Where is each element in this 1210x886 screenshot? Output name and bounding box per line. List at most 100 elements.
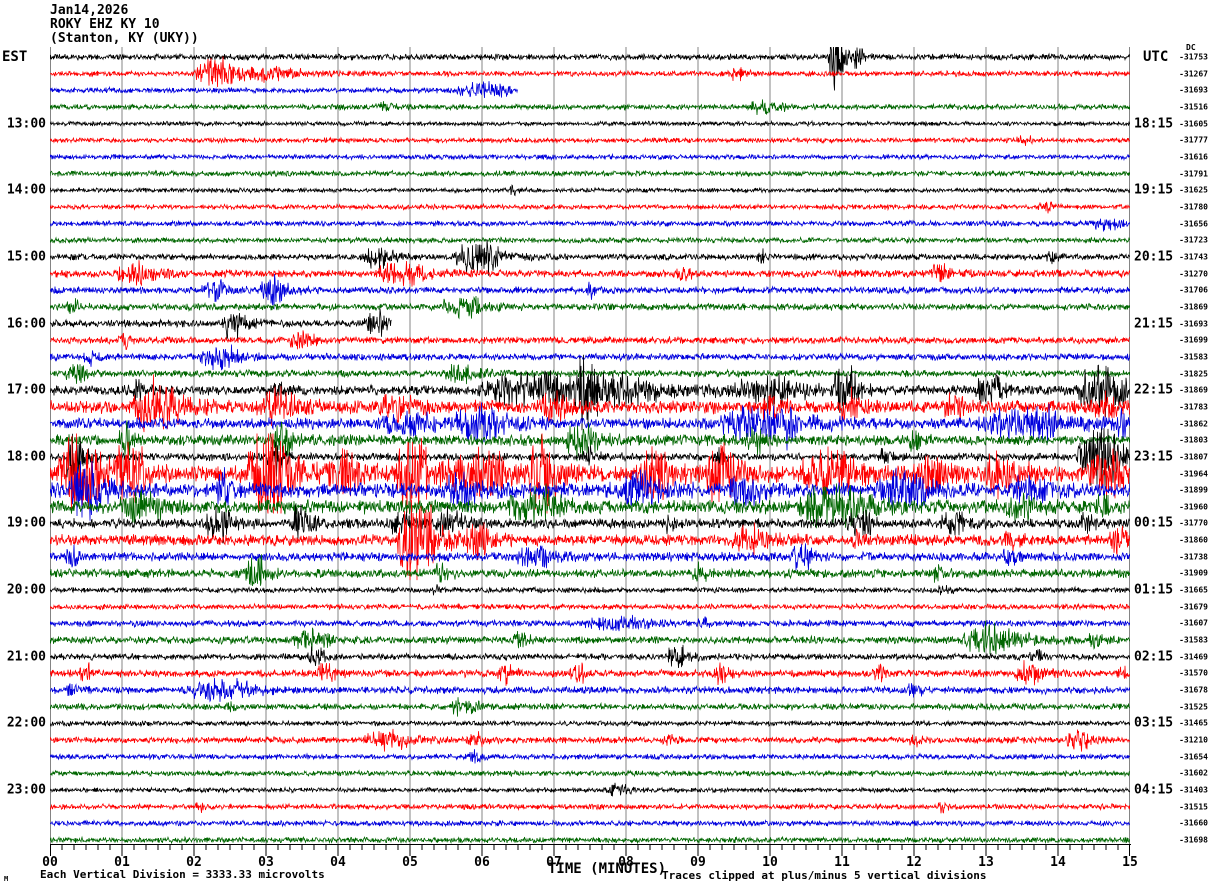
trace-dc-value: -31960 bbox=[1179, 502, 1208, 512]
seismogram-trace bbox=[50, 602, 1130, 612]
trace-dc-value: -31862 bbox=[1179, 419, 1208, 429]
x-axis-title: TIME (MINUTES) bbox=[548, 861, 667, 877]
seismogram-trace bbox=[50, 543, 1130, 571]
trace-dc-value: -31656 bbox=[1179, 219, 1208, 229]
trace-dc-value: -31616 bbox=[1179, 152, 1208, 162]
seismogram-trace bbox=[50, 504, 1130, 544]
time-axis-tick-label: 13 bbox=[978, 855, 994, 870]
trace-dc-value: -31780 bbox=[1179, 202, 1208, 212]
seismogram-trace bbox=[50, 660, 1130, 686]
trace-dc-value: -31698 bbox=[1179, 835, 1208, 845]
utc-hour-label: 18:15 bbox=[1134, 116, 1174, 132]
trace-dc-value: -31899 bbox=[1179, 485, 1208, 495]
est-hour-label: 21:00 bbox=[6, 649, 46, 665]
trace-dc-value: -31583 bbox=[1179, 635, 1208, 645]
trace-dc-value: -31515 bbox=[1179, 802, 1208, 812]
trace-dc-value: -31693 bbox=[1179, 85, 1208, 95]
seismogram-trace bbox=[50, 620, 1130, 655]
trace-dc-value: -31706 bbox=[1179, 285, 1208, 295]
utc-hour-label: 22:15 bbox=[1134, 382, 1174, 398]
trace-dc-value: -31743 bbox=[1179, 252, 1208, 262]
time-axis-tick-label: 01 bbox=[114, 855, 130, 870]
time-axis-tick-label: 15 bbox=[1122, 855, 1138, 870]
trace-dc-value: -31403 bbox=[1179, 785, 1208, 795]
scale-note: Each Vertical Division = 3333.33 microvo… bbox=[40, 868, 325, 881]
seismogram-trace bbox=[50, 819, 1130, 828]
time-axis-tick-label: 12 bbox=[906, 855, 922, 870]
seismogram-plot bbox=[50, 47, 1130, 845]
watermark-mark: M bbox=[4, 875, 9, 883]
seismogram-trace bbox=[50, 677, 1130, 703]
utc-hour-label: 20:15 bbox=[1134, 249, 1174, 265]
time-axis-tick-label: 02 bbox=[186, 855, 202, 870]
trace-dc-value: -31570 bbox=[1179, 668, 1208, 678]
dc-column-header: DC bbox=[1186, 43, 1196, 52]
seismogram-trace bbox=[50, 295, 1130, 320]
trace-dc-value: -31602 bbox=[1179, 768, 1208, 778]
utc-hour-label: 02:15 bbox=[1134, 649, 1174, 665]
seismogram-trace bbox=[50, 427, 1130, 488]
utc-hour-label: 03:15 bbox=[1134, 715, 1174, 731]
est-hour-label: 17:00 bbox=[6, 382, 46, 398]
est-hour-label: 15:00 bbox=[6, 249, 46, 265]
trace-dc-value: -31525 bbox=[1179, 702, 1208, 712]
time-axis-tick-label: 03 bbox=[258, 855, 274, 870]
seismogram-trace bbox=[50, 402, 1130, 451]
trace-dc-value: -31210 bbox=[1179, 735, 1208, 745]
trace-dc-value: -31807 bbox=[1179, 452, 1208, 462]
trace-dc-value: -31825 bbox=[1179, 369, 1208, 379]
trace-dc-value: -31660 bbox=[1179, 818, 1208, 828]
trace-dc-value: -31583 bbox=[1179, 352, 1208, 362]
time-axis-tick-label: 00 bbox=[42, 855, 58, 870]
trace-dc-value: -31783 bbox=[1179, 402, 1208, 412]
est-hour-label: 14:00 bbox=[6, 182, 46, 198]
header-location: (Stanton, KY (UKY)) bbox=[50, 31, 199, 46]
trace-dc-value: -31678 bbox=[1179, 685, 1208, 695]
header-station: ROKY EHZ KY 10 bbox=[50, 17, 160, 32]
trace-dc-value: -31679 bbox=[1179, 602, 1208, 612]
seismogram-trace bbox=[50, 273, 1130, 310]
seismogram-trace bbox=[50, 184, 1130, 197]
seismogram-trace bbox=[50, 728, 1130, 752]
seismogram-trace bbox=[50, 81, 518, 99]
time-axis-tick-label: 07 bbox=[546, 855, 562, 870]
trace-dc-value: -31869 bbox=[1179, 385, 1208, 395]
seismogram-trace bbox=[50, 782, 1130, 797]
trace-dc-value: -31625 bbox=[1179, 185, 1208, 195]
clip-note: Traces clipped at plus/minus 5 vertical … bbox=[662, 869, 987, 882]
utc-hour-label: 04:15 bbox=[1134, 782, 1174, 798]
trace-dc-value: -31270 bbox=[1179, 269, 1208, 279]
seismogram-trace bbox=[50, 697, 1130, 717]
est-hour-label: 13:00 bbox=[6, 116, 46, 132]
seismogram-trace bbox=[50, 749, 1130, 764]
seismogram-trace bbox=[50, 56, 1130, 88]
est-hour-label: 20:00 bbox=[6, 582, 46, 598]
trace-dc-value: -31605 bbox=[1179, 119, 1208, 129]
seismogram-trace bbox=[50, 260, 1130, 287]
seismogram-trace bbox=[50, 500, 1130, 581]
trace-dc-value: -31964 bbox=[1179, 469, 1208, 478]
seismogram-trace bbox=[50, 644, 1130, 669]
utc-hour-label: 01:15 bbox=[1134, 582, 1174, 598]
utc-hour-label: 19:15 bbox=[1134, 182, 1174, 198]
trace-dc-value: -31465 bbox=[1179, 718, 1208, 728]
trace-dc-value: -31699 bbox=[1179, 335, 1208, 345]
utc-hour-label: 21:15 bbox=[1134, 316, 1174, 332]
seismogram-trace bbox=[50, 235, 1130, 245]
est-hour-label: 16:00 bbox=[6, 316, 46, 332]
trace-dc-value: -31607 bbox=[1179, 618, 1208, 628]
trace-dc-value: -31791 bbox=[1179, 169, 1208, 179]
seismogram-trace bbox=[50, 218, 1130, 232]
time-axis-tick-label: 11 bbox=[834, 855, 850, 870]
trace-dc-value: -31469 bbox=[1179, 652, 1208, 662]
left-timezone-label: EST bbox=[2, 49, 28, 65]
header-date: Jan14,2026 bbox=[50, 3, 129, 18]
seismogram-trace bbox=[50, 554, 1130, 587]
utc-hour-label: 23:15 bbox=[1134, 449, 1174, 465]
est-hour-label: 18:00 bbox=[6, 449, 46, 465]
trace-dc-value: -31723 bbox=[1179, 235, 1208, 245]
trace-dc-value: -31267 bbox=[1179, 69, 1208, 79]
seismogram-trace bbox=[50, 420, 1130, 462]
seismogram-trace bbox=[50, 719, 1130, 728]
seismogram-trace bbox=[50, 152, 1130, 162]
